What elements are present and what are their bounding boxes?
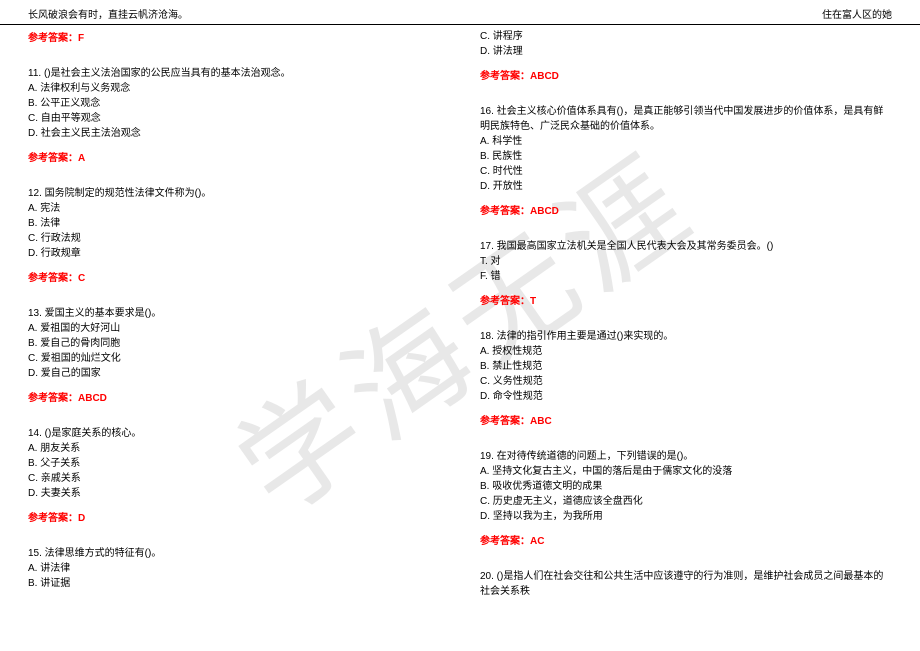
question-18-text: 18. 法律的指引作用主要是通过()来实现的。 [480,329,892,344]
question-11-text: 11. ()是社会主义法治国家的公民应当具有的基本法治观念。 [28,66,430,81]
question-11: 11. ()是社会主义法治国家的公民应当具有的基本法治观念。 A. 法律权利与义… [28,66,430,141]
header-quote-left: 长风破浪会有时，直挂云帆济沧海。 [28,6,188,21]
question-18: 18. 法律的指引作用主要是通过()来实现的。 A. 授权性规范 B. 禁止性规… [480,329,892,404]
answer-top: 参考答案：F [28,29,430,44]
question-14-optC: C. 亲戚关系 [28,471,430,486]
question-20: 20. ()是指人们在社会交往和公共生活中应该遵守的行为准则，是维护社会成员之间… [480,569,892,599]
question-15-optB: B. 讲证据 [28,576,430,591]
question-19-optC: C. 历史虚无主义，道德应该全盘西化 [480,494,892,509]
answer-16: 参考答案：ABCD [480,202,892,217]
question-16-optC: C. 时代性 [480,164,892,179]
answer-11: 参考答案：A [28,149,430,164]
right-column: C. 讲程序 D. 讲法理 参考答案：ABCD 16. 社会主义核心价值体系具有… [460,25,892,603]
question-13-optB: B. 爱自己的骨肉同胞 [28,336,430,351]
question-14: 14. ()是家庭关系的核心。 A. 朋友关系 B. 父子关系 C. 亲戚关系 … [28,426,430,501]
question-13-text: 13. 爱国主义的基本要求是()。 [28,306,430,321]
question-16-optD: D. 开放性 [480,179,892,194]
answer-12: 参考答案：C [28,269,430,284]
question-16-text: 16. 社会主义核心价值体系具有()，是真正能够引领当代中国发展进步的价值体系，… [480,104,892,134]
question-16-optB: B. 民族性 [480,149,892,164]
answer-17: 参考答案：T [480,292,892,307]
question-15-optD: D. 讲法理 [480,44,892,59]
question-18-optC: C. 义务性规范 [480,374,892,389]
question-15-cont: C. 讲程序 D. 讲法理 [480,29,892,59]
answer-18: 参考答案：ABC [480,412,892,427]
question-19-text: 19. 在对待传统道德的问题上，下列错误的是()。 [480,449,892,464]
question-17-text: 17. 我国最高国家立法机关是全国人民代表大会及其常务委员会。() [480,239,892,254]
question-11-optB: B. 公平正义观念 [28,96,430,111]
question-13-optD: D. 爱自己的国家 [28,366,430,381]
question-12-optA: A. 宪法 [28,201,430,216]
question-15: 15. 法律思维方式的特征有()。 A. 讲法律 B. 讲证据 [28,546,430,591]
question-20-text: 20. ()是指人们在社会交往和公共生活中应该遵守的行为准则，是维护社会成员之间… [480,569,892,599]
question-14-optD: D. 夫妻关系 [28,486,430,501]
question-12-optC: C. 行政法规 [28,231,430,246]
question-13-optC: C. 爱祖国的灿烂文化 [28,351,430,366]
question-16-optA: A. 科学性 [480,134,892,149]
header-quote-right: 住在富人区的她 [822,6,892,21]
question-11-optD: D. 社会主义民主法治观念 [28,126,430,141]
question-18-optB: B. 禁止性规范 [480,359,892,374]
question-12-text: 12. 国务院制定的规范性法律文件称为()。 [28,186,430,201]
question-13: 13. 爱国主义的基本要求是()。 A. 爱祖国的大好河山 B. 爱自己的骨肉同… [28,306,430,381]
question-13-optA: A. 爱祖国的大好河山 [28,321,430,336]
question-12: 12. 国务院制定的规范性法律文件称为()。 A. 宪法 B. 法律 C. 行政… [28,186,430,261]
question-18-optA: A. 授权性规范 [480,344,892,359]
question-14-optA: A. 朋友关系 [28,441,430,456]
question-19-optD: D. 坚持以我为主，为我所用 [480,509,892,524]
question-15-optA: A. 讲法律 [28,561,430,576]
question-17-optF: F. 错 [480,269,892,284]
question-17-optT: T. 对 [480,254,892,269]
question-14-text: 14. ()是家庭关系的核心。 [28,426,430,441]
left-column: 参考答案：F 11. ()是社会主义法治国家的公民应当具有的基本法治观念。 A.… [28,25,460,603]
question-17: 17. 我国最高国家立法机关是全国人民代表大会及其常务委员会。() T. 对 F… [480,239,892,284]
question-19-optB: B. 吸收优秀道德文明的成果 [480,479,892,494]
question-11-optC: C. 自由平等观念 [28,111,430,126]
main-content: 参考答案：F 11. ()是社会主义法治国家的公民应当具有的基本法治观念。 A.… [0,25,920,603]
question-19: 19. 在对待传统道德的问题上，下列错误的是()。 A. 坚持文化复古主义，中国… [480,449,892,524]
question-15-text: 15. 法律思维方式的特征有()。 [28,546,430,561]
answer-13: 参考答案：ABCD [28,389,430,404]
question-18-optD: D. 命令性规范 [480,389,892,404]
question-14-optB: B. 父子关系 [28,456,430,471]
answer-14: 参考答案：D [28,509,430,524]
answer-15: 参考答案：ABCD [480,67,892,82]
question-15-optC: C. 讲程序 [480,29,892,44]
answer-19: 参考答案：AC [480,532,892,547]
page-header: 长风破浪会有时，直挂云帆济沧海。 住在富人区的她 [0,0,920,25]
question-12-optB: B. 法律 [28,216,430,231]
question-16: 16. 社会主义核心价值体系具有()，是真正能够引领当代中国发展进步的价值体系，… [480,104,892,194]
question-11-optA: A. 法律权利与义务观念 [28,81,430,96]
question-12-optD: D. 行政规章 [28,246,430,261]
question-19-optA: A. 坚持文化复古主义，中国的落后是由于儒家文化的没落 [480,464,892,479]
